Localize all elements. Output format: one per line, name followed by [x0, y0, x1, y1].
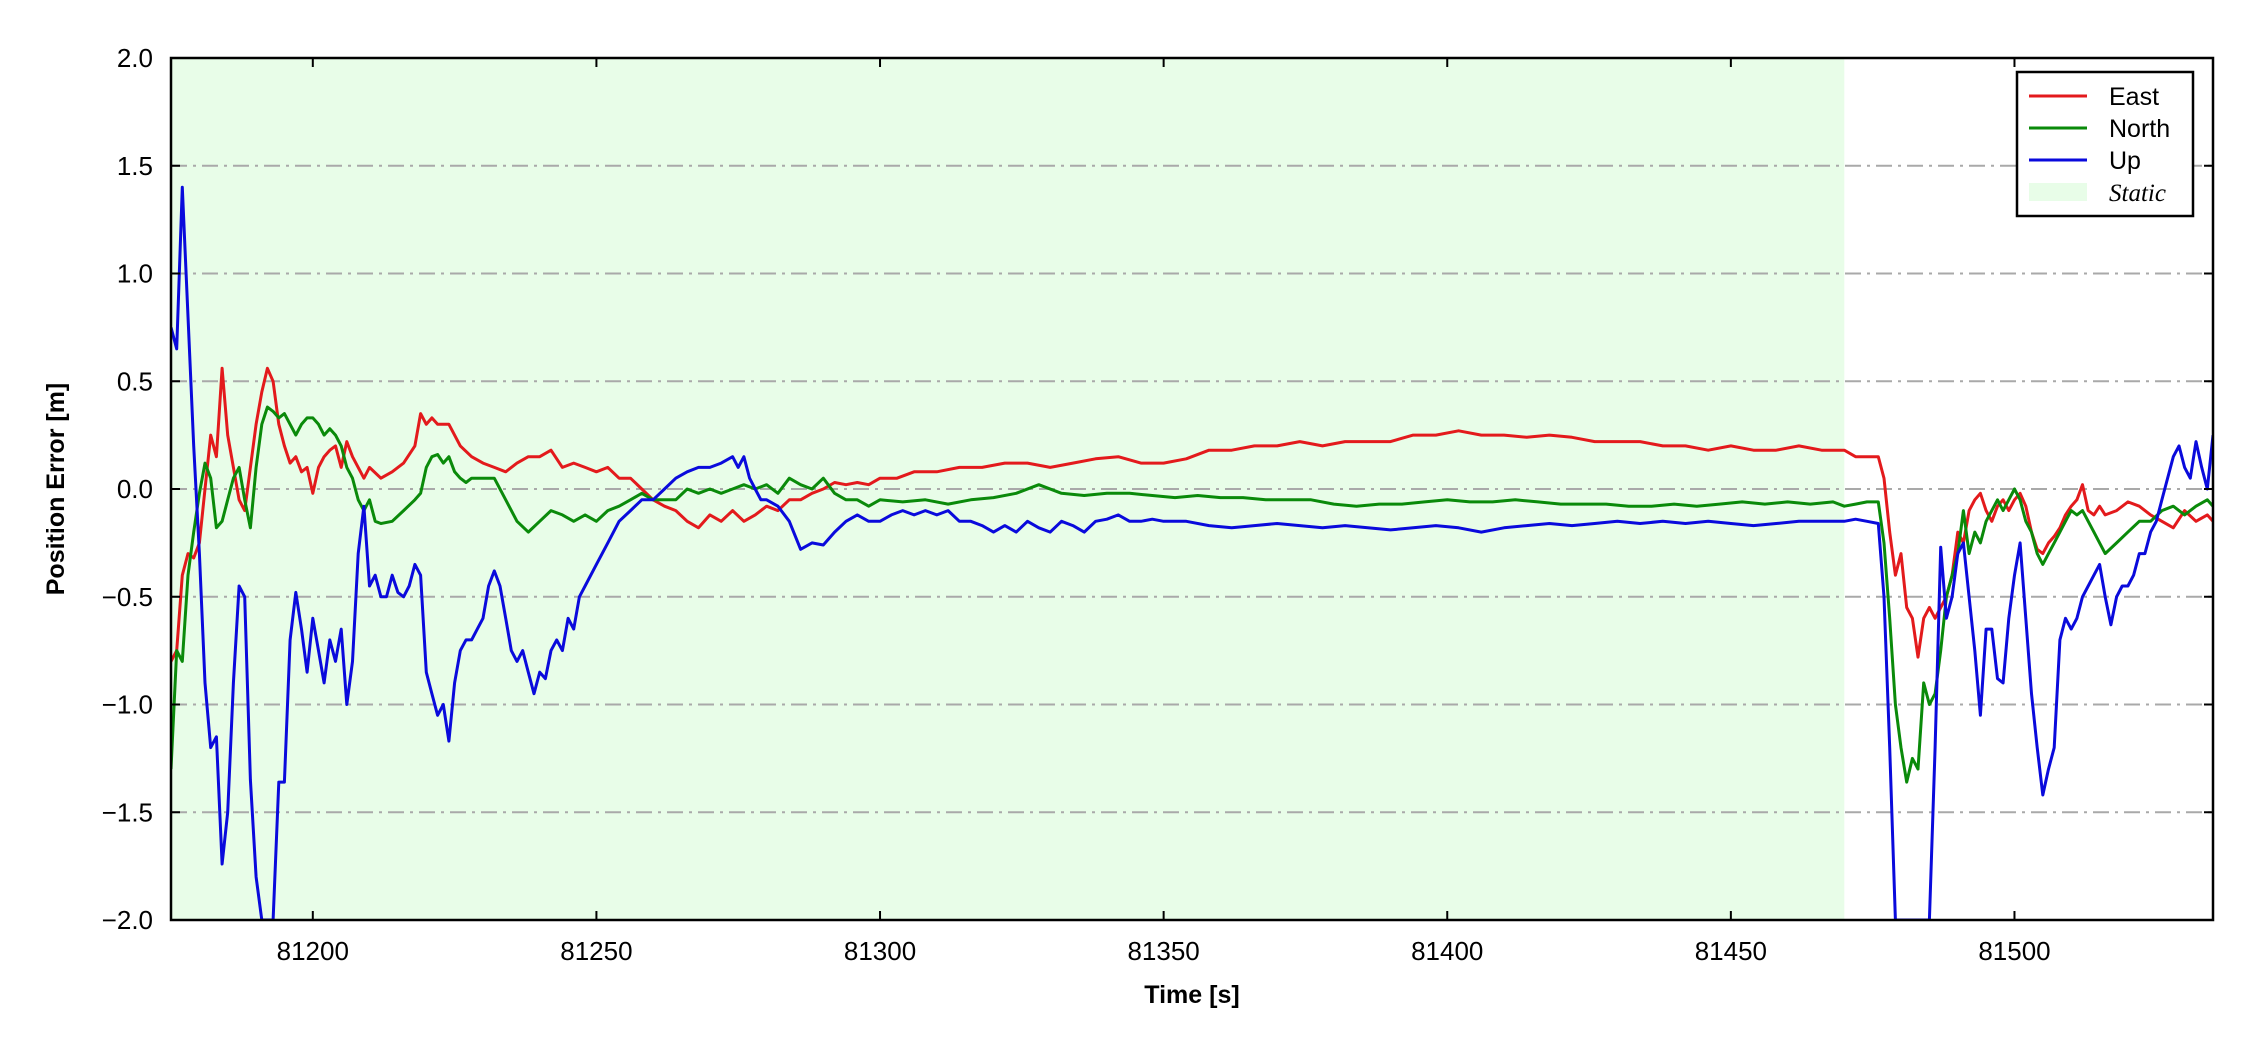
x-axis-title: Time [s] [1144, 981, 1239, 1009]
x-tick-label: 81200 [277, 936, 349, 966]
x-tick-label: 81400 [1411, 936, 1483, 966]
y-tick-label: −1.5 [102, 797, 153, 827]
y-axis-ticks: 2.0 1.5 1.0 0.5 0.0 −0.5 −1.0 −1.5 −2.0 [102, 43, 2213, 935]
x-tick-label: 81300 [844, 936, 916, 966]
x-tick-label: 81350 [1127, 936, 1199, 966]
series-line-up [171, 185, 2213, 920]
legend-label-static: Static [2109, 180, 2166, 207]
y-tick-label: −2.0 [102, 905, 153, 935]
static-region-layer [171, 58, 1845, 920]
legend: East North Up Static [2015, 70, 2195, 218]
y-tick-label: 1.5 [117, 151, 153, 181]
series-line-east [171, 366, 2213, 663]
y-tick-label: 2.0 [117, 43, 153, 73]
series-line-north [171, 405, 2213, 784]
static-region-0 [171, 58, 1845, 920]
y-tick-label: 1.0 [117, 259, 153, 289]
x-tick-label: 81250 [560, 936, 632, 966]
y-tick-label: 0.5 [117, 366, 153, 396]
series-lines [171, 185, 2213, 920]
y-tick-label: −1.0 [102, 690, 153, 720]
x-axis-ticks: 81200 81250 81300 81350 81400 81450 81500 [277, 58, 2051, 966]
x-tick-label: 81450 [1695, 936, 1767, 966]
x-tick-label: 81500 [1978, 936, 2050, 966]
legend-swatch-static [2029, 183, 2087, 201]
y-tick-label: −0.5 [102, 582, 153, 612]
y-axis-title: Position Error [m] [42, 383, 70, 596]
legend-label-north: North [2109, 115, 2170, 143]
legend-label-up: Up [2109, 147, 2141, 175]
y-tick-label: 0.0 [117, 474, 153, 504]
legend-label-east: East [2109, 83, 2159, 111]
